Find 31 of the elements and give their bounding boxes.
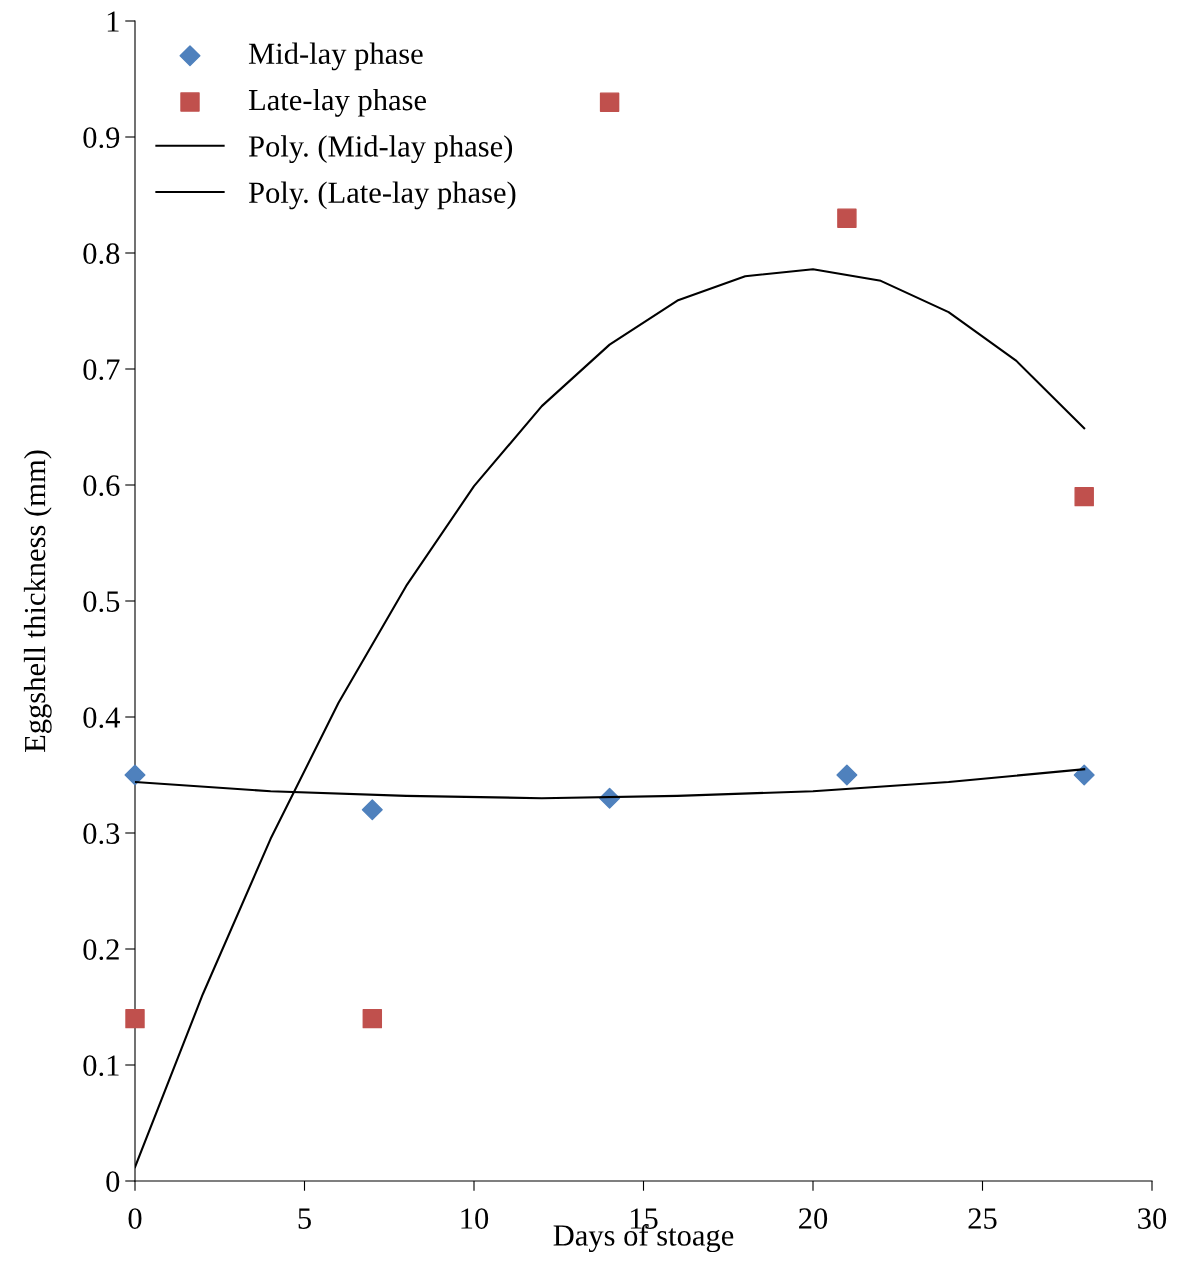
y-tick-label: 0.2 [83, 939, 119, 961]
legend-label: Mid-lay phase [248, 42, 423, 71]
point [1074, 486, 1094, 507]
legend-label: Late-lay phase [248, 88, 426, 117]
point [124, 764, 146, 786]
x-tick-label: 5 [298, 1208, 311, 1229]
point [362, 1008, 383, 1029]
y-tick-label: 0.5 [83, 591, 120, 613]
y-tick-label: 0.3 [83, 823, 120, 845]
x-tick-label: 20 [799, 1208, 828, 1229]
x-tick-label: 25 [968, 1208, 997, 1229]
point [837, 208, 857, 228]
y-tick-label: 0.9 [83, 127, 120, 149]
legend-label: Poly. (Late-lay phase) [248, 181, 516, 210]
point [1073, 764, 1095, 786]
y-tick-label: 0.1 [83, 1055, 119, 1077]
y-tick-label: 0.6 [83, 475, 120, 497]
y-tick-label: 0.8 [83, 243, 120, 265]
point [361, 799, 383, 821]
x-tick-label: 0 [128, 1208, 142, 1229]
y-tick-label: 1 [107, 11, 119, 32]
point [836, 764, 858, 786]
y-tick-label: 0.7 [83, 359, 120, 381]
legend-label: Poly. (Mid-lay phase) [248, 135, 513, 163]
y-tick-label: 0.4 [83, 707, 120, 729]
point [599, 92, 620, 112]
y-tick-label: 0 [106, 1171, 120, 1192]
x-tick-label: 10 [461, 1208, 489, 1229]
x-tick-label: 30 [1138, 1208, 1167, 1229]
y-axis-title: Eggshell thickness (mm) [23, 450, 52, 753]
point [125, 1008, 145, 1029]
